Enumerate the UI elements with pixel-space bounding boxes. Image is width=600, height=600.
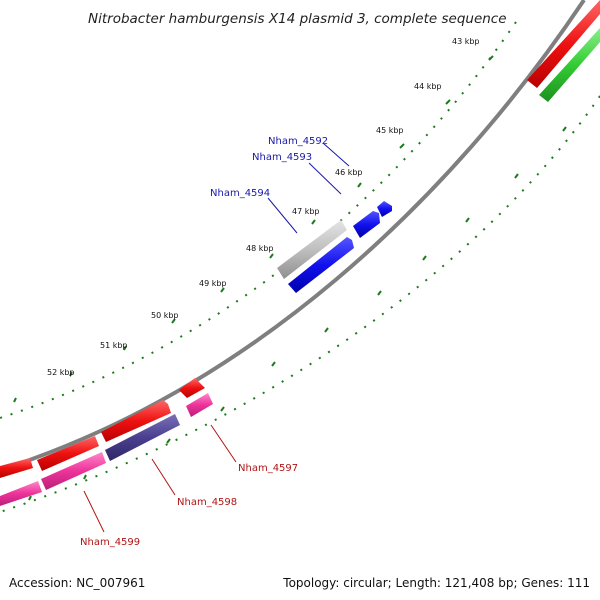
tick-ring-outer bbox=[0, 95, 600, 513]
feature-green-top-right bbox=[539, 28, 600, 102]
feature-red-lower-3 bbox=[101, 400, 171, 442]
kbp-label: 50 kbp bbox=[151, 311, 179, 320]
gene-label-nham-4597: Nham_4597 bbox=[238, 463, 298, 474]
feature-blue-long bbox=[288, 237, 354, 293]
gene-label-nham-4598: Nham_4598 bbox=[177, 497, 237, 508]
gene-label-nham-4592: Nham_4592 bbox=[268, 136, 328, 147]
topology-text: Topology: circular; Length: 121,408 bp; … bbox=[283, 576, 590, 590]
feature-pink-lower-2 bbox=[41, 452, 106, 490]
feature-blue-nham-4593 bbox=[353, 211, 380, 238]
feature-red-lower-1 bbox=[0, 458, 33, 478]
kbp-label: 51 kbp bbox=[100, 341, 128, 350]
major-ticks-outer bbox=[28, 126, 567, 501]
feature-navy-nham-4598 bbox=[105, 414, 180, 461]
kbp-label: 52 kbp bbox=[47, 368, 75, 377]
feature-red-lower-2 bbox=[37, 436, 99, 471]
feature-pink-lower-1 bbox=[0, 481, 42, 506]
map-title: Nitrobacter hamburgensis X14 plasmid 3, … bbox=[88, 11, 507, 27]
gene-label-nham-4594: Nham_4594 bbox=[210, 188, 270, 199]
gene-label-nham-4599: Nham_4599 bbox=[80, 537, 140, 548]
feature-red-top-right bbox=[527, 0, 600, 88]
gene-label-nham-4593: Nham_4593 bbox=[252, 152, 312, 163]
feature-pink-nham-4597 bbox=[186, 393, 213, 417]
kbp-label: 49 kbp bbox=[199, 279, 227, 288]
leader-lines-blue bbox=[267, 142, 350, 234]
kbp-label: 45 kbp bbox=[376, 126, 404, 135]
major-ticks-inner bbox=[13, 55, 494, 403]
kbp-label: 48 kbp bbox=[246, 244, 274, 253]
leader-lines-red bbox=[83, 424, 237, 533]
kbp-label: 43 kbp bbox=[452, 37, 480, 46]
feature-grey-nham-4594 bbox=[277, 220, 347, 279]
accession-text: Accession: NC_007961 bbox=[9, 576, 146, 590]
backbone-arc bbox=[0, 0, 586, 472]
kbp-label: 44 kbp bbox=[414, 82, 442, 91]
feature-blue-nham-4592 bbox=[377, 201, 392, 217]
kbp-label: 46 kbp bbox=[335, 168, 363, 177]
feature-red-lower-4 bbox=[179, 378, 205, 398]
kbp-label: 47 kbp bbox=[292, 207, 320, 216]
